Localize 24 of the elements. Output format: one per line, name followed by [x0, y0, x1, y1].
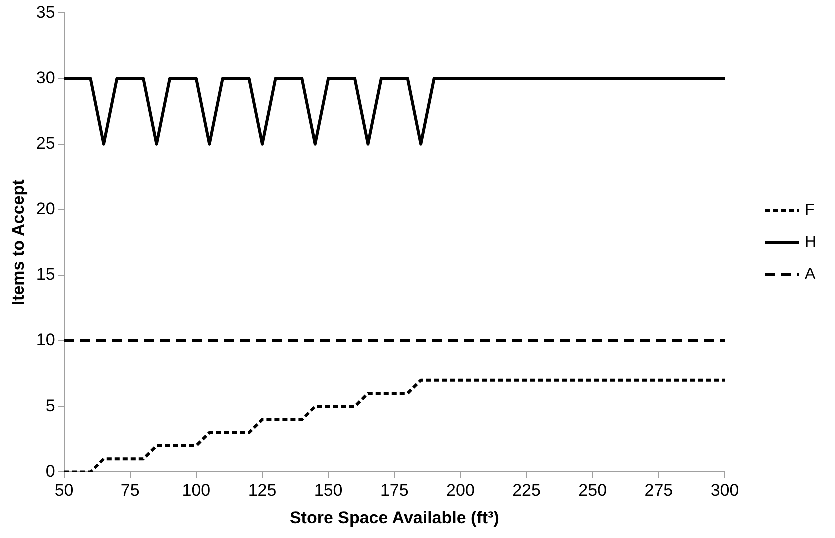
- x-tick-label: 200: [446, 481, 475, 500]
- x-tick-label: 300: [710, 481, 740, 500]
- y-tick-label: 10: [36, 330, 56, 350]
- y-tick-label: 20: [36, 200, 56, 219]
- y-tick-label: 15: [36, 265, 56, 284]
- y-tick-label: 0: [46, 462, 56, 481]
- x-tick-label: 225: [512, 481, 541, 500]
- y-axis-title: Items to Accept: [8, 179, 28, 306]
- legend-label: H: [805, 234, 817, 252]
- y-tick-label: 30: [36, 68, 56, 88]
- y-tick-label: 25: [36, 134, 56, 154]
- x-tick-label: 275: [644, 481, 674, 500]
- y-tick-label: 5: [46, 396, 56, 416]
- legend-label: F: [805, 202, 815, 220]
- x-tick-label: 50: [54, 481, 74, 500]
- x-tick-label: 125: [248, 481, 277, 500]
- x-axis-title: Store Space Available (ft³): [290, 508, 500, 528]
- x-tick-label: 175: [380, 481, 409, 500]
- x-tick-label: 100: [182, 481, 211, 500]
- x-tick-label: 150: [314, 481, 343, 500]
- x-tick-label: 75: [120, 481, 140, 500]
- y-tick-label: 35: [36, 2, 56, 22]
- legend-label: A: [805, 266, 816, 284]
- x-tick-label: 250: [578, 481, 608, 500]
